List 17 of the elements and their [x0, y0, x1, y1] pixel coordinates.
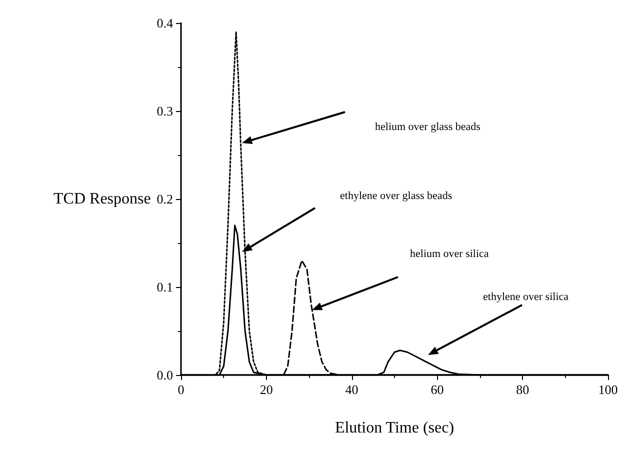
y-tick-label: 0.0: [156, 368, 173, 382]
x-tick-label: 60: [430, 382, 444, 397]
x-tick-label: 0: [178, 382, 184, 397]
annotation: ethylene over glass beads: [340, 190, 452, 202]
x-tick-label: 100: [598, 382, 618, 397]
y-tick-label: 0.3: [156, 104, 173, 118]
y-axis-title: TCD Response: [54, 190, 151, 208]
y-tick-label: 0.4: [156, 16, 174, 30]
x-tick-label: 20: [260, 382, 273, 397]
x-tick-label: 80: [516, 382, 530, 397]
x-axis-title: Elution Time (sec): [334, 420, 454, 436]
x-tick-label: 40: [345, 382, 358, 397]
annotation: helium over glass beads: [375, 121, 480, 133]
y-tick-label: 0.2: [156, 192, 173, 206]
annotation: helium over silica: [410, 248, 489, 260]
y-tick-label: 0.1: [156, 280, 173, 294]
annotation: ethylene over silica: [483, 291, 569, 303]
